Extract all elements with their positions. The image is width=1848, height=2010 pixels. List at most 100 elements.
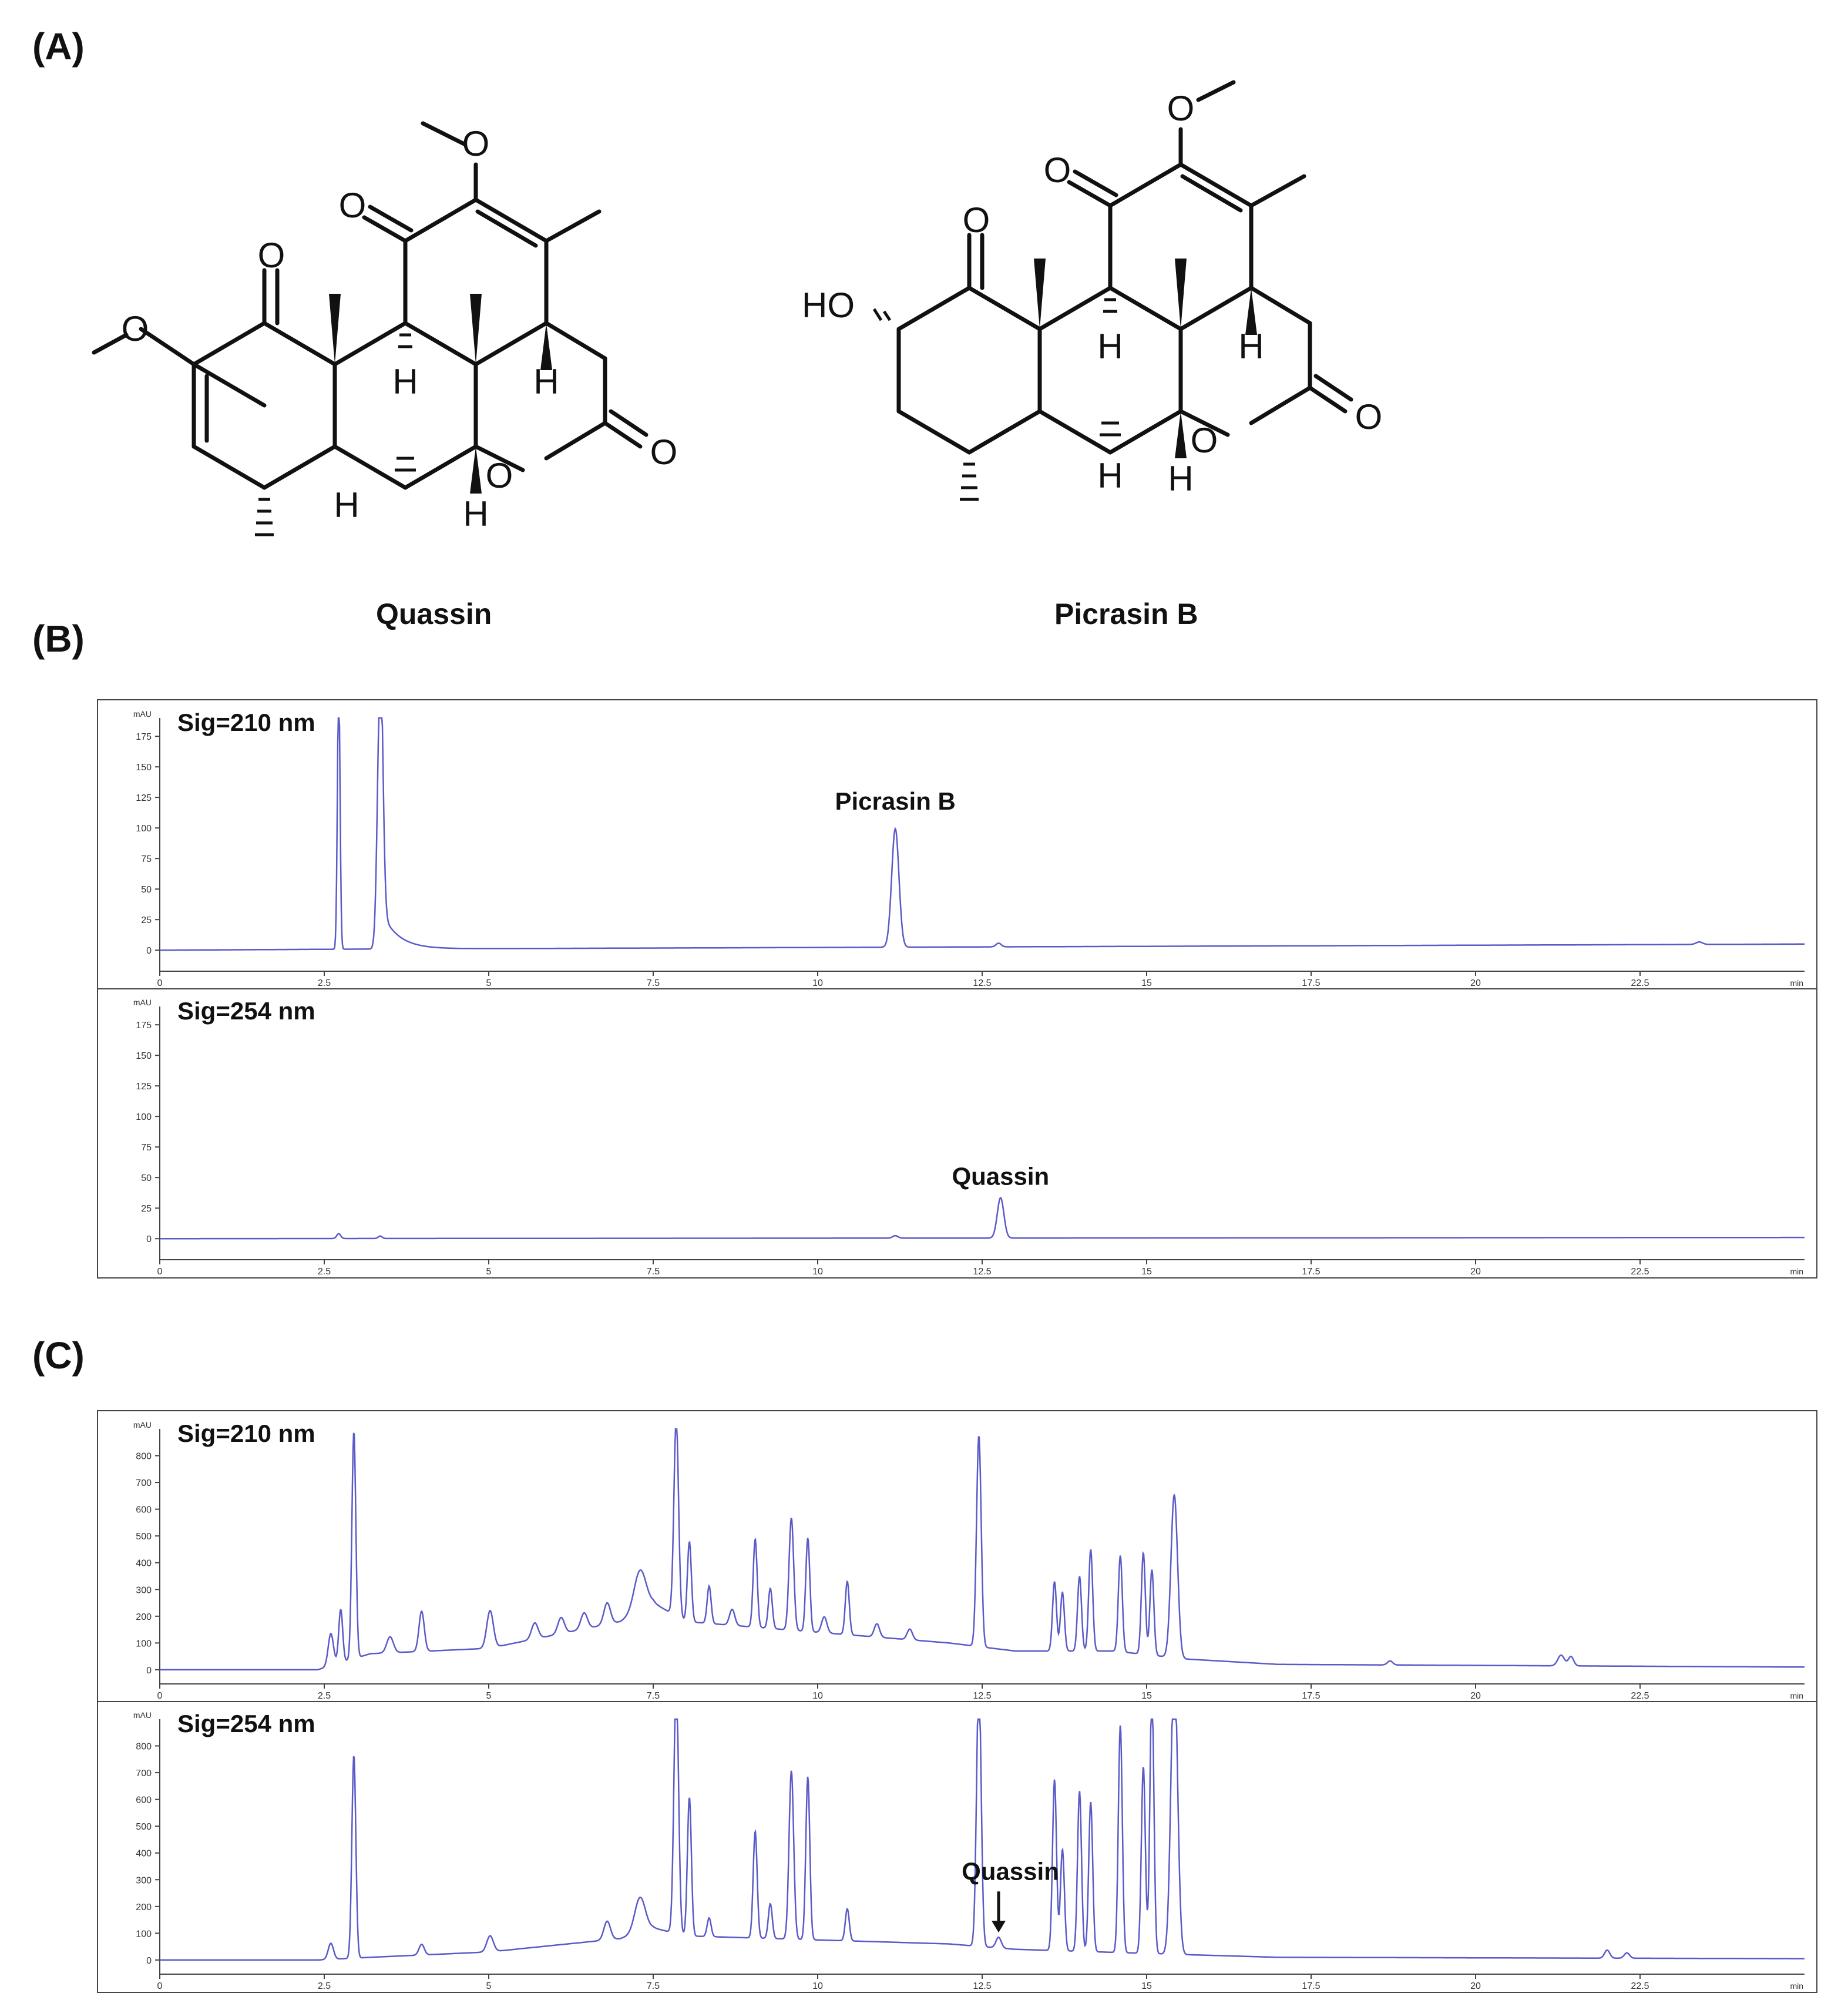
panel-c-2-x-unit-label: min bbox=[1790, 1981, 1803, 1991]
panel-b-1-y-tick-label: 150 bbox=[136, 763, 152, 773]
panel-c-1-y-tick-label: 100 bbox=[136, 1639, 152, 1649]
panel-c-2-y-tick-label: 500 bbox=[136, 1822, 152, 1832]
panel-b-1-y-unit-label: mAU bbox=[133, 709, 152, 719]
panel-b-2-x-tick-label: 22.5 bbox=[1631, 1267, 1649, 1277]
panel-c-1-y-tick-label: 700 bbox=[136, 1478, 152, 1488]
panel-label-b: (B) bbox=[32, 618, 85, 660]
panel-b-2-y-tick-label: 100 bbox=[136, 1112, 152, 1122]
picrasin-oxygen-lactone: O bbox=[1191, 421, 1218, 460]
panel-b-1-y-tick-label: 25 bbox=[141, 915, 152, 925]
panel-b-1-x-tick-label: 2.5 bbox=[318, 978, 331, 988]
quassin-h-2: H bbox=[533, 362, 559, 401]
panel-b-2-x-unit-label: min bbox=[1790, 1267, 1803, 1276]
panel-c-2-x-tick-label: 5 bbox=[486, 1981, 492, 1991]
panel-b-1-x-unit-label: min bbox=[1790, 978, 1803, 988]
picrasin-b-structure: HO O O O O O H H H H bbox=[802, 80, 1383, 501]
panel-label-a: (A) bbox=[32, 25, 85, 68]
panel-c-2-x-tick-label: 17.5 bbox=[1302, 1981, 1320, 1991]
quassin-oxygen-c: O bbox=[339, 186, 367, 225]
panel-c-1-signal-label: Sig=210 nm bbox=[177, 1420, 315, 1447]
panel-b-2-x-tick-label: 15 bbox=[1141, 1267, 1152, 1277]
panel-b-2-x-tick-label: 0 bbox=[157, 1267, 163, 1277]
panel-c-2-x-tick-label: 10 bbox=[812, 1981, 823, 1991]
panel-c-2-y-tick-label: 400 bbox=[136, 1849, 152, 1859]
panel-c-1-x-tick-label: 12.5 bbox=[973, 1691, 991, 1701]
picrasin-b-name: Picrasin B bbox=[1054, 598, 1198, 630]
panel-c-1-y-tick-label: 0 bbox=[146, 1666, 152, 1676]
panel-c-2-x-tick-label: 22.5 bbox=[1631, 1981, 1649, 1991]
panel-c-2-signal-label: Sig=254 nm bbox=[177, 1710, 315, 1737]
panel-c-2-plot: 0 100 200 300 400 500 600 700 800 mAU 0 2.5 5 7.5 10 12… bbox=[133, 1710, 1805, 1991]
panel-b-1-annotation: Picrasin B bbox=[835, 787, 955, 815]
picrasin-h-1: H bbox=[1097, 327, 1123, 366]
panel-b-1-x-tick-label: 17.5 bbox=[1302, 978, 1320, 988]
panel-b-1-y-tick-label: 125 bbox=[136, 793, 152, 803]
panel-b-2-x-tick-label: 5 bbox=[486, 1267, 492, 1277]
panel-c-1-y-tick-label: 300 bbox=[136, 1585, 152, 1595]
panel-b-2-annotation: Quassin bbox=[952, 1163, 1049, 1190]
panel-c-2-y-unit-label: mAU bbox=[133, 1710, 152, 1720]
picrasin-h-4: H bbox=[1168, 459, 1193, 498]
panel-b-1-x-tick-label: 15 bbox=[1141, 978, 1152, 988]
quassin-h-3: H bbox=[334, 485, 359, 525]
quassin-oxygen-lactone: O bbox=[486, 456, 513, 495]
panel-b-1-x-tick-label: 10 bbox=[812, 978, 823, 988]
panel-b-2-y-tick-label: 25 bbox=[141, 1204, 152, 1214]
panel-c-2-y-tick-label: 200 bbox=[136, 1902, 152, 1912]
panel-b-2-y-unit-label: mAU bbox=[133, 998, 152, 1007]
panel-c-2-y-tick-label: 300 bbox=[136, 1875, 152, 1885]
panel-c-2-annotation: Quassin bbox=[962, 1857, 1059, 1885]
panel-c-1-y-tick-label: 400 bbox=[136, 1559, 152, 1569]
panel-c-1-trace bbox=[160, 1428, 1805, 1671]
panel-c-1-x-tick-label: 5 bbox=[486, 1691, 492, 1701]
quassin-h-1: H bbox=[392, 362, 418, 401]
panel-b-2-x-tick-label: 10 bbox=[812, 1267, 823, 1277]
panel-b-1-y-tick-label: 0 bbox=[146, 946, 152, 956]
panel-b-1-x-tick-label: 12.5 bbox=[973, 978, 991, 988]
panel-b-2-y-tick-label: 0 bbox=[146, 1234, 152, 1244]
panel-c-2-y-tick-label: 100 bbox=[136, 1929, 152, 1939]
panel-b-2-x-tick-label: 12.5 bbox=[973, 1267, 991, 1277]
panel-c-2-y-tick-label: 600 bbox=[136, 1796, 152, 1806]
quassin-oxygen-ome-c: O bbox=[462, 124, 490, 163]
panel-c-2-y-tick-label: 700 bbox=[136, 1769, 152, 1779]
panel-b-1-x-tick-label: 22.5 bbox=[1631, 978, 1649, 988]
panel-c-1-y-unit-label: mAU bbox=[133, 1420, 152, 1430]
panel-c-1-x-tick-label: 17.5 bbox=[1302, 1691, 1320, 1701]
picrasin-oxygen-a: O bbox=[963, 200, 990, 240]
picrasin-h-3: H bbox=[1097, 456, 1123, 495]
panel-c-2-x-tick-label: 0 bbox=[157, 1981, 163, 1991]
panel-b-2-y-tick-label: 175 bbox=[136, 1021, 152, 1031]
panel-c-1-x-tick-label: 7.5 bbox=[647, 1691, 660, 1701]
panel-c-1-x-tick-label: 20 bbox=[1470, 1691, 1481, 1701]
panel-b-2-trace bbox=[160, 1197, 1805, 1240]
chromatogram-panel-c: 0 100 200 300 400 500 600 700 800 mAU 0 2.5 5 7.5 10 12… bbox=[97, 1410, 1817, 1993]
panel-c-2-y-tick-label: 800 bbox=[136, 1742, 152, 1752]
quassin-oxygen-ome-a: O bbox=[122, 309, 149, 348]
panel-c-2-x-tick-label: 2.5 bbox=[318, 1981, 331, 1991]
picrasin-hydroxyl: HO bbox=[802, 286, 855, 325]
panel-b-2-x-tick-label: 17.5 bbox=[1302, 1267, 1320, 1277]
panel-c-1-y-tick-label: 200 bbox=[136, 1612, 152, 1622]
panel-b-2-plot: 0 25 50 75 100 125 150 175 mAU 0 2.5 5 7.5 10 12.5 15 17… bbox=[133, 997, 1805, 1277]
panel-b-2-y-tick-label: 50 bbox=[141, 1173, 152, 1183]
panel-c-2-trace bbox=[160, 1718, 1805, 1961]
panel-label-c: (C) bbox=[32, 1334, 85, 1377]
panel-b-2-x-tick-label: 2.5 bbox=[318, 1267, 331, 1277]
panel-c-1-x-tick-label: 0 bbox=[157, 1691, 163, 1701]
panel-b-1-x-tick-label: 0 bbox=[157, 978, 163, 988]
panel-c-1-x-tick-label: 10 bbox=[812, 1691, 823, 1701]
panel-c-1-x-unit-label: min bbox=[1790, 1691, 1803, 1700]
quassin-oxygen-carbonyl: O bbox=[650, 432, 678, 472]
panel-b-1-plot: 0 25 50 75 100 125 150 175 mAU 0 2.5 5 7.5 10 12.5 15 17… bbox=[133, 709, 1805, 988]
panel-c-2-x-tick-label: 12.5 bbox=[973, 1981, 991, 1991]
picrasin-oxygen-carbonyl: O bbox=[1355, 397, 1383, 437]
panel-c-2-x-tick-label: 15 bbox=[1141, 1981, 1152, 1991]
panel-c-2-x-tick-label: 7.5 bbox=[647, 1981, 660, 1991]
picrasin-h-2: H bbox=[1238, 327, 1264, 366]
panel-b-2-x-tick-label: 7.5 bbox=[647, 1267, 660, 1277]
panel-b-2-y-tick-label: 150 bbox=[136, 1051, 152, 1061]
panel-b-1-trace bbox=[160, 717, 1805, 951]
